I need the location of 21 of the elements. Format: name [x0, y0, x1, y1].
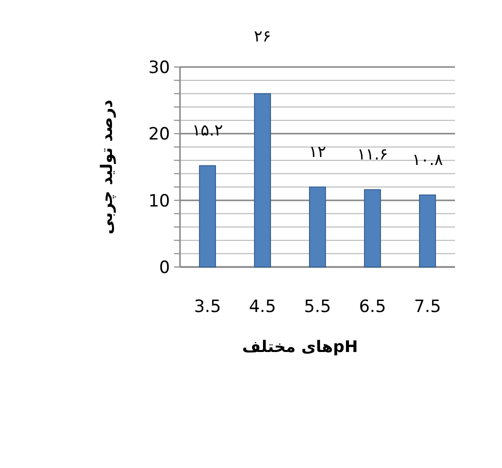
y-tick-label: 30 — [148, 58, 170, 78]
x-tick-label: 6.5 — [358, 297, 386, 317]
y-axis-title: درصد تولید چربی — [97, 100, 116, 234]
bar — [364, 189, 381, 268]
x-tick-label: 5.5 — [304, 297, 332, 317]
data-label: ۱۲ — [308, 142, 326, 161]
x-tick-label: 3.5 — [194, 297, 222, 317]
y-tick-label: 10 — [148, 191, 170, 212]
x-tick-label: 7.5 — [414, 297, 442, 317]
x-tick-label: 4.5 — [248, 297, 276, 317]
data-label: ۲۶ — [254, 26, 272, 46]
data-label: ۱۱.۶ — [357, 144, 388, 164]
bar — [199, 165, 216, 268]
y-tick-label: 0 — [159, 258, 170, 278]
x-axis-title: pHهای مختلف — [242, 337, 358, 356]
data-label: ۱۵.۲ — [192, 120, 223, 140]
bar — [419, 194, 436, 268]
bar — [309, 186, 326, 268]
bar — [254, 93, 271, 268]
y-tick-label: 20 — [148, 124, 170, 145]
data-label: ۱۰.۸ — [412, 150, 444, 169]
